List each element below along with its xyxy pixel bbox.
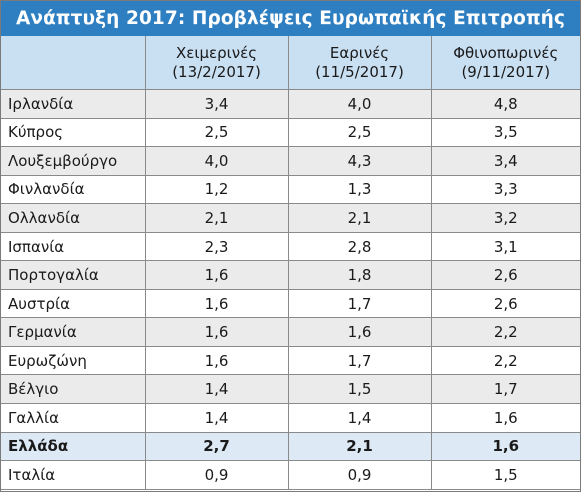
- winter-value-cell: 1,4: [144, 403, 289, 433]
- country-cell: Φινλανδία: [1, 174, 146, 205]
- table-row: Γερμανία 1,6 1,6 2,2: [1, 317, 580, 347]
- country-cell: Κύπρος: [1, 117, 146, 148]
- country-cell: Λουξεμβούργο: [1, 146, 146, 176]
- autumn-value-cell: 1,6: [430, 403, 580, 433]
- country-cell: Αυστρία: [1, 288, 146, 319]
- winter-value-cell: 2,7: [144, 431, 289, 462]
- header-winter-label: Χειμερινές: [176, 43, 257, 62]
- winter-value-cell: 3,4: [144, 89, 289, 119]
- table-row: Αυστρία 1,6 1,7 2,6: [1, 288, 580, 319]
- autumn-value-cell: 3,2: [430, 203, 580, 233]
- country-cell: Ελλάδα: [1, 431, 146, 462]
- spring-value-cell: 2,1: [287, 431, 432, 462]
- table-row: Ιταλία 0,9 0,9 1,5: [1, 460, 580, 490]
- winter-value-cell: 1,4: [144, 374, 289, 405]
- autumn-value-cell: 3,4: [430, 146, 580, 176]
- spring-value-cell: 2,1: [287, 203, 432, 233]
- spring-value-cell: 0,9: [287, 460, 432, 490]
- spring-value-cell: 4,3: [287, 146, 432, 176]
- autumn-value-cell: 2,6: [430, 260, 580, 290]
- autumn-value-cell: 1,6: [430, 431, 580, 462]
- winter-value-cell: 1,6: [144, 288, 289, 319]
- winter-value-cell: 1,6: [144, 260, 289, 290]
- autumn-value-cell: 2,6: [430, 288, 580, 319]
- autumn-value-cell: 2,2: [430, 345, 580, 376]
- header-spring-date: (11/5/2017): [315, 62, 404, 81]
- autumn-value-cell: 3,3: [430, 174, 580, 205]
- table-body: Ιρλανδία 3,4 4,0 4,8 Κύπρος 2,5 2,5 3,5 Λουξεμβο…: [1, 89, 580, 490]
- header-autumn-date: (9/11/2017): [461, 62, 551, 81]
- table-row: Γαλλία 1,4 1,4 1,6: [1, 403, 580, 433]
- spring-value-cell: 2,5: [287, 117, 432, 148]
- forecast-table: Χειμερινές (13/2/2017) Εαρινές (11/5/201…: [1, 36, 580, 490]
- autumn-value-cell: 4,8: [430, 89, 580, 119]
- country-cell: Πορτογαλία: [1, 260, 146, 290]
- header-winter: Χειμερινές (13/2/2017): [144, 36, 289, 90]
- winter-value-cell: 2,5: [144, 117, 289, 148]
- table-title: Ανάπτυξη 2017: Προβλέψεις Ευρωπαϊκής Επι…: [1, 1, 580, 36]
- spring-value-cell: 1,8: [287, 260, 432, 290]
- country-cell: Ισπανία: [1, 231, 146, 262]
- country-cell: Γαλλία: [1, 403, 146, 433]
- country-cell: Γερμανία: [1, 317, 146, 347]
- spring-value-cell: 2,8: [287, 231, 432, 262]
- header-autumn-label: Φθινοπωρινές: [453, 43, 559, 62]
- spring-value-cell: 1,4: [287, 403, 432, 433]
- table-row: Ολλανδία 2,1 2,1 3,2: [1, 203, 580, 233]
- winter-value-cell: 1,6: [144, 345, 289, 376]
- winter-value-cell: 0,9: [144, 460, 289, 490]
- winter-value-cell: 1,6: [144, 317, 289, 347]
- spring-value-cell: 1,6: [287, 317, 432, 347]
- header-row: Χειμερινές (13/2/2017) Εαρινές (11/5/201…: [1, 36, 580, 90]
- spring-value-cell: 1,7: [287, 345, 432, 376]
- header-spring: Εαρινές (11/5/2017): [287, 36, 432, 90]
- autumn-value-cell: 1,7: [430, 374, 580, 405]
- winter-value-cell: 2,3: [144, 231, 289, 262]
- country-cell: Βέλγιο: [1, 374, 146, 405]
- header-autumn: Φθινοπωρινές (9/11/2017): [430, 36, 580, 90]
- country-cell: Ολλανδία: [1, 203, 146, 233]
- table-row: Κύπρος 2,5 2,5 3,5: [1, 117, 580, 148]
- country-cell: Ιρλανδία: [1, 89, 146, 119]
- table-row: Ισπανία 2,3 2,8 3,1: [1, 231, 580, 262]
- table-row: Λουξεμβούργο 4,0 4,3 3,4: [1, 146, 580, 176]
- header-spring-label: Εαρινές: [329, 43, 390, 62]
- winter-value-cell: 4,0: [144, 146, 289, 176]
- table-row: Βέλγιο 1,4 1,5 1,7: [1, 374, 580, 405]
- autumn-value-cell: 3,1: [430, 231, 580, 262]
- header-winter-date: (13/2/2017): [172, 62, 261, 81]
- table-row: Ιρλανδία 3,4 4,0 4,8: [1, 89, 580, 119]
- spring-value-cell: 1,7: [287, 288, 432, 319]
- country-cell: Ευρωζώνη: [1, 345, 146, 376]
- table-row: Ευρωζώνη 1,6 1,7 2,2: [1, 345, 580, 376]
- table-row: Πορτογαλία 1,6 1,8 2,6: [1, 260, 580, 290]
- table-row: Φινλανδία 1,2 1,3 3,3: [1, 174, 580, 205]
- winter-value-cell: 2,1: [144, 203, 289, 233]
- country-cell: Ιταλία: [1, 460, 146, 490]
- spring-value-cell: 1,5: [287, 374, 432, 405]
- winter-value-cell: 1,2: [144, 174, 289, 205]
- header-country-blank: [1, 36, 146, 90]
- spring-value-cell: 4,0: [287, 89, 432, 119]
- autumn-value-cell: 2,2: [430, 317, 580, 347]
- spring-value-cell: 1,3: [287, 174, 432, 205]
- table-row: Ελλάδα 2,7 2,1 1,6: [1, 431, 580, 462]
- autumn-value-cell: 3,5: [430, 117, 580, 148]
- autumn-value-cell: 1,5: [430, 460, 580, 490]
